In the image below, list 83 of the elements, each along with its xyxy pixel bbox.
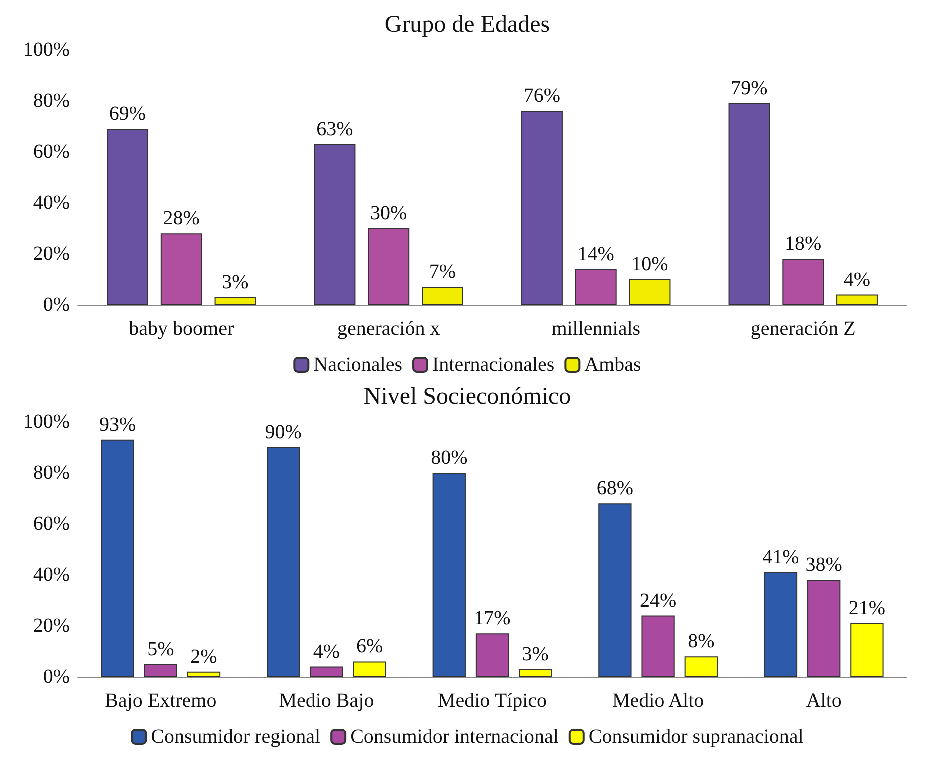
bar <box>267 448 300 677</box>
bar <box>101 440 134 677</box>
bar <box>368 228 410 305</box>
bar <box>836 294 878 305</box>
y-tick-label: 0% <box>43 666 70 688</box>
bar <box>107 129 148 305</box>
y-tick-label: 100% <box>23 39 70 61</box>
bar <box>353 662 386 677</box>
legend-label: Ambas <box>584 354 642 376</box>
y-tick-label: 20% <box>33 615 70 637</box>
x-tick-label: Medio Alto <box>612 690 704 712</box>
x-tick-label: baby boomer <box>129 318 234 340</box>
bar <box>187 672 221 677</box>
legend-label: Consumidor supranacional <box>588 726 804 748</box>
y-tick-label: 20% <box>33 243 70 265</box>
x-tick-label: generación Z <box>750 318 856 340</box>
data-label: 4% <box>313 640 340 663</box>
bar <box>598 504 632 677</box>
y-tick-label: 80% <box>33 462 70 484</box>
data-label: 28% <box>163 208 200 230</box>
x-tick-label: millennials <box>552 318 641 340</box>
data-label: 38% <box>806 554 842 576</box>
data-label: 3% <box>522 643 549 666</box>
bar <box>629 280 671 305</box>
y-tick-label: 100% <box>23 411 70 433</box>
bar <box>850 623 884 677</box>
bar <box>310 666 344 677</box>
bar <box>575 269 617 305</box>
bar <box>214 297 256 305</box>
data-label: 41% <box>762 546 800 568</box>
bar <box>808 580 841 677</box>
bar <box>144 664 178 677</box>
y-tick-label: 60% <box>33 141 70 163</box>
bar <box>422 287 464 305</box>
y-tick-label: 40% <box>33 192 70 214</box>
bar <box>160 234 202 305</box>
y-tick-label: 0% <box>43 294 70 316</box>
data-label: 6% <box>356 636 384 658</box>
data-label: 93% <box>99 414 136 436</box>
legend-label: Internacionales <box>432 354 555 376</box>
data-label: 10% <box>632 254 668 276</box>
legend-label: Consumidor regional <box>151 726 322 748</box>
data-label: 14% <box>578 243 614 266</box>
data-label: 18% <box>785 233 822 256</box>
bar <box>764 572 798 677</box>
x-tick-label: generación x <box>338 318 440 340</box>
data-label: 2% <box>190 646 218 668</box>
bar <box>728 104 770 305</box>
data-label: 21% <box>848 597 886 620</box>
y-tick-label: 60% <box>33 513 70 535</box>
data-label: 79% <box>731 78 768 100</box>
y-tick-label: 40% <box>33 564 70 586</box>
data-label: 69% <box>109 103 146 126</box>
bar <box>684 656 718 677</box>
bar <box>476 634 510 677</box>
bar <box>314 144 356 305</box>
bar <box>522 111 563 305</box>
x-tick-label: Medio Bajo <box>279 690 374 712</box>
data-label: 8% <box>688 630 715 653</box>
bar <box>642 616 675 677</box>
data-label: 3% <box>222 271 249 294</box>
data-label: 80% <box>431 447 468 469</box>
data-label: 4% <box>844 268 871 291</box>
data-label: 90% <box>265 422 302 444</box>
x-tick-label: Alto <box>806 690 842 712</box>
x-tick-label: Medio Típico <box>438 690 548 712</box>
data-label: 68% <box>596 478 634 500</box>
legend-label: Consumidor internacional <box>350 726 560 748</box>
bar <box>432 473 466 677</box>
chart-title: Grupo de Edades <box>384 12 550 38</box>
data-label: 24% <box>640 590 677 612</box>
data-label: 7% <box>429 261 456 284</box>
data-label: 5% <box>148 638 174 660</box>
legend-label: Nacionales <box>314 354 403 376</box>
chart-title: Nivel Socieconómico <box>364 384 572 410</box>
data-label: 30% <box>370 202 408 224</box>
bar <box>519 669 552 677</box>
bar <box>782 259 824 305</box>
y-tick-label: 80% <box>33 90 70 112</box>
data-label: 17% <box>474 608 511 630</box>
data-label: 76% <box>524 85 561 108</box>
x-tick-label: Bajo Extremo <box>105 690 217 712</box>
data-label: 63% <box>316 118 354 140</box>
